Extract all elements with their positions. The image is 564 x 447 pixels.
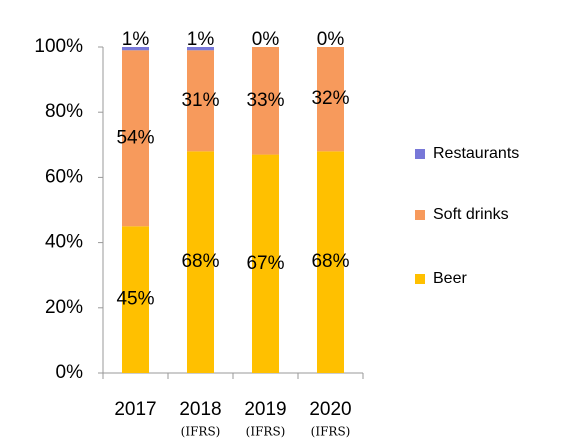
- bar-segment: [317, 47, 344, 152]
- x-tick-label: 2018: [179, 399, 221, 420]
- value-label: 1%: [122, 29, 150, 50]
- value-label: 33%: [246, 90, 284, 111]
- y-tick-label: 40%: [45, 232, 83, 253]
- value-label: 67%: [246, 253, 284, 274]
- bar-segment: [187, 50, 214, 152]
- y-tick-label: 100%: [34, 36, 83, 57]
- x-tick-note: (IFRS): [246, 425, 286, 439]
- value-label: 0%: [317, 29, 345, 50]
- legend-label: Beer: [433, 270, 467, 287]
- legend-label: Restaurants: [433, 145, 519, 162]
- y-tick-label: 60%: [45, 166, 83, 187]
- value-label: 32%: [311, 88, 349, 109]
- bar-segment: [187, 151, 214, 373]
- bar-segment: [122, 226, 149, 373]
- x-tick-label: 2020: [309, 399, 351, 420]
- value-label: 31%: [181, 90, 219, 111]
- bar-segment: [252, 47, 279, 155]
- legend-swatch: [415, 149, 425, 159]
- x-tick-label: 2017: [114, 399, 156, 420]
- legend-swatch: [415, 210, 425, 220]
- value-label: 1%: [187, 29, 215, 50]
- value-label: 45%: [116, 289, 154, 310]
- bar-segment: [252, 154, 279, 373]
- x-tick-note: (IFRS): [311, 425, 351, 439]
- legend-label: Soft drinks: [433, 206, 509, 223]
- y-tick-label: 0%: [56, 362, 84, 383]
- value-label: 68%: [181, 251, 219, 272]
- y-tick-label: 20%: [45, 297, 83, 318]
- legend-swatch: [415, 274, 425, 284]
- bar-segment: [317, 151, 344, 373]
- bar-segment: [122, 50, 149, 227]
- x-tick-note: (IFRS): [181, 425, 221, 439]
- bar-segment: [187, 47, 214, 51]
- value-label: 0%: [252, 29, 280, 50]
- bar-segment: [122, 47, 149, 51]
- y-tick-label: 80%: [45, 101, 83, 122]
- value-label: 54%: [116, 127, 154, 148]
- x-tick-label: 2019: [244, 399, 286, 420]
- value-label: 68%: [311, 251, 349, 272]
